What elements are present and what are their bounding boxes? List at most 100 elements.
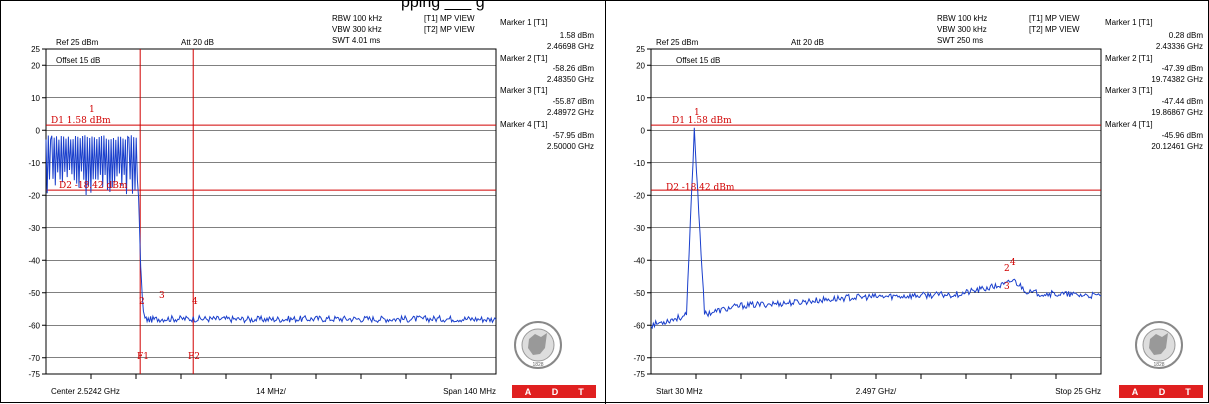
- y-tick-label: 0: [641, 126, 646, 135]
- frequency-line-f2-label: F2: [188, 352, 200, 362]
- marker-2-level: -47.39 dBm: [1162, 64, 1204, 73]
- marker-2-level: -58.26 dBm: [553, 64, 595, 73]
- y-axis-tick-labels: 25 20 10 0 -10 -20 -30 -40 -50 -60 -70 -75: [633, 45, 651, 379]
- adt-letter-d: D: [1159, 387, 1166, 397]
- swt-label: SWT 250 ms: [937, 36, 983, 45]
- display-line-d1-label: D1 1.58 dBm: [51, 116, 111, 126]
- display-line-d2-label: D2 -18.42 dBm: [666, 183, 735, 193]
- y-tick-label: -30: [28, 224, 40, 233]
- marker-1-label: 1: [694, 108, 700, 118]
- grid-lines: [651, 64, 1101, 359]
- offset-label: Offset 15 dB: [56, 56, 100, 65]
- y-tick-label: 25: [636, 45, 645, 54]
- y-tick-label: -75: [28, 370, 40, 379]
- y-tick-label: -30: [633, 224, 645, 233]
- marker-3-level: -55.87 dBm: [553, 97, 595, 106]
- marker-1-level: 0.28 dBm: [1169, 31, 1204, 40]
- spectrum-trace: [45, 135, 497, 324]
- page-banner-text: pping ___ g: [401, 0, 485, 11]
- vbw-label: VBW 300 kHz: [937, 25, 987, 34]
- grid-lines: [46, 64, 496, 359]
- frequency-line-f1-label: F1: [137, 352, 149, 362]
- ref-level-label: Ref 25 dBm: [56, 38, 99, 47]
- seal-year: 1828: [1153, 362, 1164, 368]
- ref-level-label: Ref 25 dBm: [656, 38, 699, 47]
- footer-span-label: Span 140 MHz: [443, 387, 496, 396]
- adt-letter-d: D: [552, 387, 559, 397]
- y-tick-label: 25: [31, 45, 40, 54]
- y-tick-label: 10: [31, 94, 40, 103]
- adt-letter-t: T: [578, 387, 584, 397]
- marker-4-freq: 20.12461 GHz: [1151, 142, 1203, 151]
- certification-seal-icon: 1828: [1135, 321, 1183, 369]
- panel-divider: [605, 1, 606, 404]
- marker-4-freq: 2.50000 GHz: [547, 142, 594, 151]
- spectrum-trace: [650, 127, 1102, 330]
- certification-seal-icon: 1828: [514, 321, 562, 369]
- rbw-label: RBW 100 kHz: [332, 14, 382, 23]
- marker-1-label: 1: [89, 105, 95, 115]
- marker-2-label: 2: [139, 297, 145, 307]
- seal-year: 1828: [532, 362, 543, 368]
- marker-2-label: 2: [1004, 264, 1010, 274]
- marker-1-name: Marker 1 [T1]: [1105, 18, 1153, 27]
- vbw-label: VBW 300 kHz: [332, 25, 382, 34]
- marker-3-label: 3: [159, 291, 165, 301]
- marker-4-name: Marker 4 [T1]: [1105, 120, 1153, 129]
- plot-area: [650, 48, 1102, 375]
- footer-center-label: Center 2.5242 GHz: [51, 387, 120, 396]
- display-line-d2-label: D2 -18.42 dBm: [59, 181, 128, 191]
- display-line-d1-label: D1 1.58 dBm: [672, 116, 732, 126]
- marker-3-freq: 2.48972 GHz: [547, 108, 594, 117]
- swt-label: SWT 4.01 ms: [332, 36, 380, 45]
- y-tick-label: -50: [633, 289, 645, 298]
- footer-start-label: Start 30 MHz: [656, 387, 703, 396]
- marker-3-level: -47.44 dBm: [1162, 97, 1204, 106]
- adt-letter-t: T: [1185, 387, 1191, 397]
- y-tick-label: -40: [633, 256, 645, 265]
- marker-3-label: 3: [1004, 282, 1010, 292]
- marker-4-name: Marker 4 [T1]: [500, 120, 548, 129]
- marker-table: Marker 1 [T1] 1.58 dBm 2.46698 GHz Marke…: [500, 18, 594, 151]
- x-axis-ticks: [90, 374, 452, 379]
- y-tick-label: -40: [28, 256, 40, 265]
- y-tick-label: -10: [633, 159, 645, 168]
- y-tick-label: -70: [28, 354, 40, 363]
- marker-3-name: Marker 3 [T1]: [500, 86, 548, 95]
- trace1-label: [T1] MP VIEW: [424, 14, 475, 23]
- y-tick-label: -20: [28, 191, 40, 200]
- marker-4-label: 4: [1010, 258, 1016, 268]
- y-tick-label: 0: [36, 126, 41, 135]
- spectrum-panel-right: RBW 100 kHz VBW 300 kHz SWT 250 ms [T1] …: [633, 14, 1203, 398]
- trace2-label: [T2] MP VIEW: [1029, 25, 1080, 34]
- adt-logo: A D T: [512, 385, 596, 398]
- footer-span-per-div-label: 2.497 GHz/: [856, 387, 897, 396]
- y-tick-label: -20: [633, 191, 645, 200]
- adt-letter-a: A: [1132, 387, 1139, 397]
- rbw-label: RBW 100 kHz: [937, 14, 987, 23]
- marker-1-level: 1.58 dBm: [560, 31, 595, 40]
- adt-letter-a: A: [525, 387, 532, 397]
- marker-2-freq: 19.74382 GHz: [1151, 75, 1203, 84]
- adt-logo: A D T: [1119, 385, 1203, 398]
- y-tick-label: 20: [636, 61, 645, 70]
- marker-4-label: 4: [192, 297, 198, 307]
- marker-3-freq: 19.86867 GHz: [1151, 108, 1203, 117]
- trace1-label: [T1] MP VIEW: [1029, 14, 1080, 23]
- y-tick-label: 10: [636, 94, 645, 103]
- marker-2-freq: 2.48350 GHz: [547, 75, 594, 84]
- marker-table: Marker 1 [T1] 0.28 dBm 2.43336 GHz Marke…: [1105, 18, 1203, 151]
- marker-2-name: Marker 2 [T1]: [1105, 54, 1153, 63]
- marker-4-level: -57.95 dBm: [553, 131, 595, 140]
- marker-3-name: Marker 3 [T1]: [1105, 86, 1153, 95]
- y-axis-tick-labels: 25 20 10 0 -10 -20 -30 -40 -50 -60 -70 -75: [28, 45, 46, 379]
- marker-1-freq: 2.43336 GHz: [1156, 42, 1203, 51]
- y-tick-label: -50: [28, 289, 40, 298]
- attenuation-label: Att 20 dB: [181, 38, 214, 47]
- spectrum-panel-left: RBW 100 kHz VBW 300 kHz SWT 4.01 ms [T1]…: [28, 14, 596, 398]
- y-tick-label: -75: [633, 370, 645, 379]
- y-tick-label: -10: [28, 159, 40, 168]
- x-axis-ticks: [695, 374, 1057, 379]
- y-tick-label: -60: [28, 321, 40, 330]
- y-tick-label: 20: [31, 61, 40, 70]
